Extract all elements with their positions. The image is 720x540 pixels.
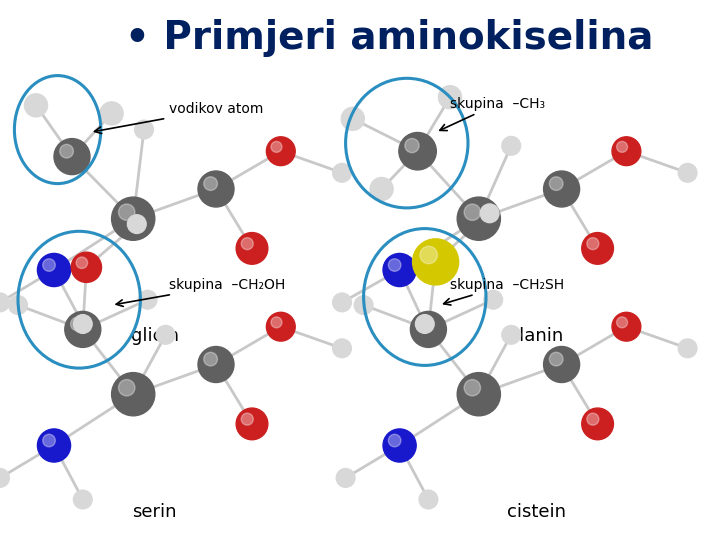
Ellipse shape xyxy=(549,352,563,366)
Ellipse shape xyxy=(413,239,459,285)
Ellipse shape xyxy=(419,490,438,509)
Ellipse shape xyxy=(582,233,613,264)
Ellipse shape xyxy=(549,177,563,191)
Ellipse shape xyxy=(457,197,500,240)
Ellipse shape xyxy=(333,339,351,357)
Ellipse shape xyxy=(480,204,499,222)
Ellipse shape xyxy=(0,293,9,312)
Ellipse shape xyxy=(544,171,580,207)
Ellipse shape xyxy=(241,413,253,425)
Ellipse shape xyxy=(266,312,295,341)
Ellipse shape xyxy=(241,238,253,249)
Ellipse shape xyxy=(100,102,123,125)
Ellipse shape xyxy=(587,238,599,249)
Text: skupina  –CH₂SH: skupina –CH₂SH xyxy=(444,278,564,305)
Ellipse shape xyxy=(135,120,153,139)
Ellipse shape xyxy=(502,137,521,155)
Ellipse shape xyxy=(333,293,351,312)
Ellipse shape xyxy=(354,296,373,314)
Ellipse shape xyxy=(156,326,175,344)
Ellipse shape xyxy=(370,178,393,200)
Ellipse shape xyxy=(544,347,580,382)
Ellipse shape xyxy=(271,317,282,328)
Text: glicin: glicin xyxy=(131,327,179,345)
Ellipse shape xyxy=(266,137,295,166)
Ellipse shape xyxy=(502,326,521,344)
Ellipse shape xyxy=(612,137,641,166)
Text: • Primjeri aminokiselina: • Primjeri aminokiselina xyxy=(125,19,653,57)
Ellipse shape xyxy=(73,490,92,509)
Text: serin: serin xyxy=(132,503,177,521)
Ellipse shape xyxy=(616,317,628,328)
Ellipse shape xyxy=(198,347,234,382)
Ellipse shape xyxy=(678,164,697,182)
Ellipse shape xyxy=(138,291,157,309)
Ellipse shape xyxy=(399,132,436,170)
Ellipse shape xyxy=(71,317,84,331)
Ellipse shape xyxy=(587,413,599,425)
Text: alanin: alanin xyxy=(509,327,564,345)
Ellipse shape xyxy=(333,164,351,182)
Text: vodikov atom: vodikov atom xyxy=(94,102,264,133)
Ellipse shape xyxy=(438,86,462,109)
Ellipse shape xyxy=(65,312,101,347)
Ellipse shape xyxy=(420,246,438,264)
Ellipse shape xyxy=(464,204,480,220)
Ellipse shape xyxy=(73,315,92,333)
Ellipse shape xyxy=(204,177,217,191)
Ellipse shape xyxy=(236,408,268,440)
Ellipse shape xyxy=(42,434,55,447)
Text: cistein: cistein xyxy=(507,503,566,521)
Ellipse shape xyxy=(60,144,73,158)
Ellipse shape xyxy=(236,233,268,264)
Ellipse shape xyxy=(0,469,9,487)
Ellipse shape xyxy=(416,317,430,331)
Ellipse shape xyxy=(119,204,135,220)
Text: K: K xyxy=(30,41,43,59)
Ellipse shape xyxy=(127,215,146,233)
Ellipse shape xyxy=(678,339,697,357)
Text: skupina  –CH₂OH: skupina –CH₂OH xyxy=(116,278,285,306)
Ellipse shape xyxy=(415,315,434,333)
Ellipse shape xyxy=(383,429,416,462)
Ellipse shape xyxy=(341,107,364,130)
Ellipse shape xyxy=(54,139,90,174)
Ellipse shape xyxy=(204,352,217,366)
Ellipse shape xyxy=(24,94,48,117)
Ellipse shape xyxy=(388,259,401,271)
Ellipse shape xyxy=(388,434,401,447)
Ellipse shape xyxy=(405,138,419,153)
Ellipse shape xyxy=(410,312,446,347)
Ellipse shape xyxy=(582,408,613,440)
Ellipse shape xyxy=(37,253,71,287)
Ellipse shape xyxy=(71,252,102,282)
Ellipse shape xyxy=(383,253,416,287)
Ellipse shape xyxy=(464,380,480,396)
Ellipse shape xyxy=(336,469,355,487)
Ellipse shape xyxy=(9,296,27,314)
Text: Š: Š xyxy=(30,20,43,38)
Ellipse shape xyxy=(457,373,500,416)
Ellipse shape xyxy=(484,291,503,309)
Ellipse shape xyxy=(37,429,71,462)
Ellipse shape xyxy=(119,380,135,396)
Ellipse shape xyxy=(612,312,641,341)
Ellipse shape xyxy=(616,141,628,152)
Ellipse shape xyxy=(112,373,155,416)
Ellipse shape xyxy=(42,259,55,271)
Ellipse shape xyxy=(271,141,282,152)
Ellipse shape xyxy=(198,171,234,207)
Ellipse shape xyxy=(112,197,155,240)
Ellipse shape xyxy=(76,257,88,268)
Text: skupina  –CH₃: skupina –CH₃ xyxy=(440,97,545,131)
